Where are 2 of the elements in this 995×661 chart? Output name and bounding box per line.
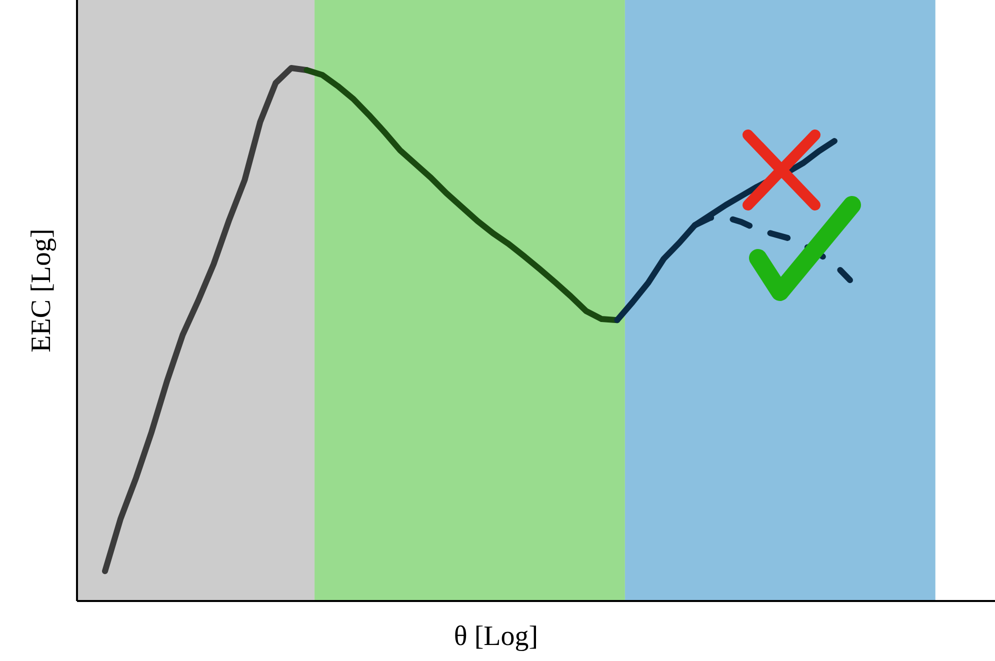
x-axis-title: θ [Log] xyxy=(454,621,538,652)
y-axis-title: EEC [Log] xyxy=(26,228,57,352)
